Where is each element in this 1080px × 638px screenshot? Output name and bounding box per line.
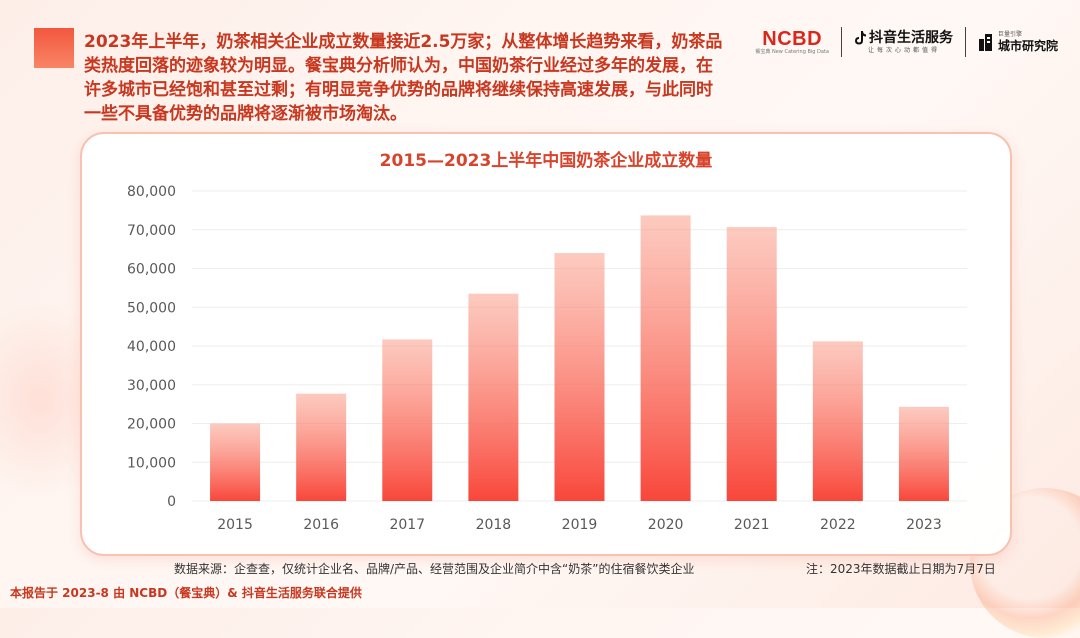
bar-2016 <box>296 393 347 501</box>
y-tick-label: 0 <box>167 494 176 510</box>
y-tick-label: 30,000 <box>127 378 176 394</box>
bar-2020 <box>640 215 691 501</box>
douyin-logo: 抖音生活服务 让每次心动都值得 <box>854 29 953 55</box>
x-tick-label: 2021 <box>734 517 770 533</box>
x-tick-label: 2022 <box>820 517 856 533</box>
city-institute-logo: 巨量引擎 城市研究院 <box>978 31 1058 53</box>
logo-divider <box>964 27 966 57</box>
x-tick-label: 2016 <box>303 517 339 533</box>
douyin-logo-slogan: 让每次心动都值得 <box>867 47 940 54</box>
intro-paragraph: 2023年上半年，奶茶相关企业成立数量接近2.5万家；从整体增长趋势来看，奶茶品… <box>84 32 723 124</box>
y-tick-label: 10,000 <box>127 455 176 471</box>
douyin-note-icon <box>854 31 866 45</box>
data-source-note: 数据来源：企查查，仅统计企业名、品牌/产品、经营范围及企业简介中含“奶茶”的住宿… <box>174 562 695 576</box>
bar-2022 <box>812 341 863 501</box>
bar-2021 <box>726 227 777 501</box>
y-tick-label: 40,000 <box>127 339 176 355</box>
x-tick-label: 2015 <box>217 517 253 533</box>
city-logo-text: 城市研究院 <box>997 39 1058 53</box>
bar-2017 <box>382 339 433 501</box>
chart-panel: 2015—2023上半年中国奶茶企业成立数量 0 10,000 20,000 30,0… <box>80 132 1012 556</box>
ncbd-logo-subtext: 餐宝典 New Catering Big Data <box>755 48 829 55</box>
ncbd-logo: NCBD 餐宝典 New Catering Big Data <box>755 29 829 56</box>
y-tick-label: 20,000 <box>127 417 176 433</box>
ncbd-logo-text: NCBD <box>762 27 823 50</box>
bar-chart: 2015—2023上半年中国奶茶企业成立数量 0 10,000 20,000 30,0… <box>127 150 967 533</box>
report-credit: 本报告于 2023-8 由 NCBD（餐宝典）& 抖音生活服务联合提供 <box>10 586 362 600</box>
city-logo-subtext: 巨量引擎 <box>997 31 1022 38</box>
x-tick-label: 2018 <box>476 517 512 533</box>
bar-2019 <box>554 253 605 501</box>
bar-2023 <box>898 406 949 501</box>
logo-divider <box>840 27 842 57</box>
chart-title: 2015—2023上半年中国奶茶企业成立数量 <box>380 150 713 171</box>
logo-bar: NCBD 餐宝典 New Catering Big Data 抖音生活服务 让每… <box>755 22 1058 62</box>
x-tick-label: 2023 <box>906 517 942 533</box>
y-tick-label: 60,000 <box>127 262 176 278</box>
date-cutoff-note: 注：2023年数据截止日期为7月7日 <box>806 562 996 576</box>
y-tick-label: 70,000 <box>127 223 176 239</box>
accent-square <box>34 28 74 68</box>
building-icon <box>978 34 992 51</box>
bar-2015 <box>210 423 261 501</box>
y-tick-label: 50,000 <box>127 300 176 316</box>
x-tick-label: 2017 <box>389 517 425 533</box>
douyin-logo-text: 抖音生活服务 <box>868 30 953 46</box>
bar-2018 <box>468 293 519 501</box>
y-tick-label: 80,000 <box>127 184 176 200</box>
x-tick-label: 2020 <box>648 517 684 533</box>
x-tick-label: 2019 <box>562 517 598 533</box>
